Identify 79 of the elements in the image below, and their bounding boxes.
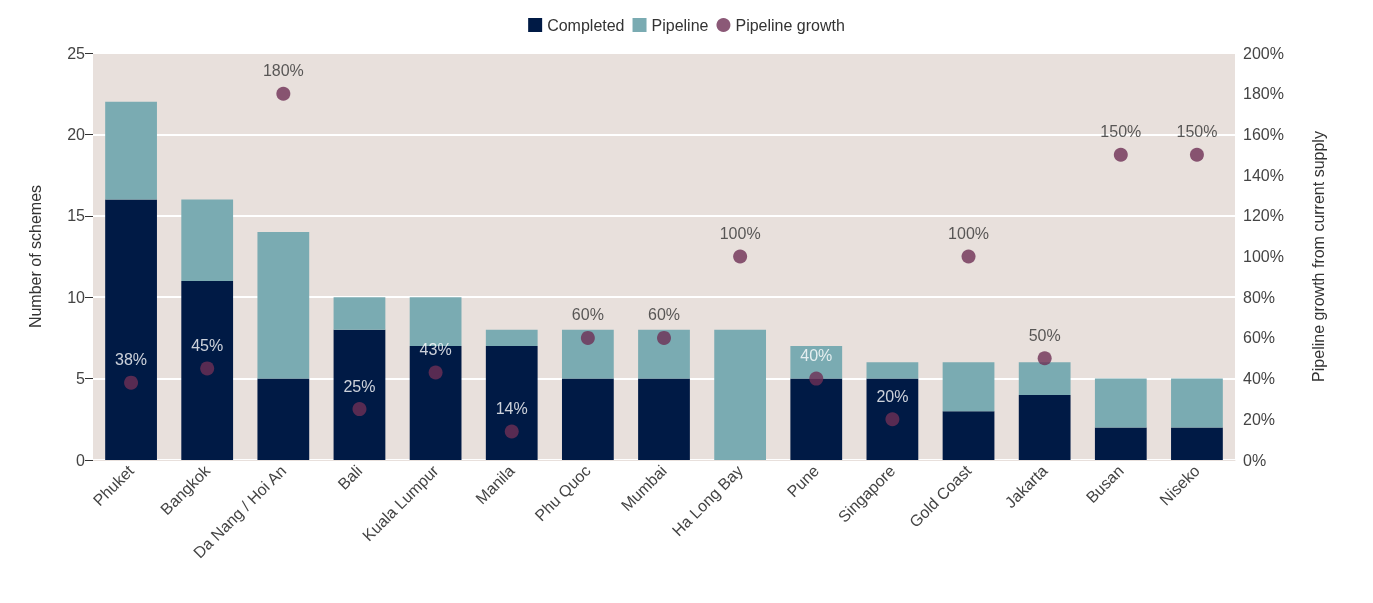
- point: [885, 412, 900, 427]
- point: [657, 330, 671, 345]
- bar: [561, 378, 614, 460]
- data-label: 50%: [1028, 326, 1061, 344]
- y-tick-label: 25: [67, 44, 86, 62]
- y-tick-label: 20: [67, 125, 86, 143]
- point: [124, 375, 139, 390]
- bar: [638, 329, 690, 379]
- bar: [942, 362, 995, 412]
- bar: [485, 329, 538, 347]
- y2-tick-label: 20%: [1243, 410, 1276, 428]
- bar: [181, 199, 234, 281]
- data-label: 150%: [1100, 123, 1142, 141]
- bar: [714, 329, 767, 460]
- bar: [333, 297, 386, 330]
- bar: [1171, 378, 1223, 428]
- bar: [1018, 362, 1071, 395]
- legend-label: Pipeline: [651, 16, 709, 34]
- point: [1189, 147, 1204, 162]
- data-label: 38%: [115, 351, 148, 369]
- y2-tick-label: 100%: [1243, 248, 1284, 265]
- bar: [866, 362, 919, 379]
- bar: [1094, 378, 1147, 428]
- y2-tick-label: 80%: [1243, 288, 1276, 306]
- data-label: 40%: [800, 347, 833, 365]
- bar: [1018, 394, 1071, 460]
- bar: [790, 378, 843, 460]
- data-label: 20%: [876, 387, 909, 405]
- data-label: 45%: [191, 336, 224, 354]
- data-label: 43%: [419, 340, 452, 358]
- point: [276, 86, 291, 101]
- x-tick-label: Bali: [334, 461, 366, 493]
- bar: [1094, 427, 1147, 460]
- data-label: 180%: [262, 62, 304, 80]
- point: [1113, 147, 1128, 162]
- data-label: 25%: [343, 377, 376, 395]
- point: [428, 365, 443, 380]
- y-tick-label: 15: [67, 207, 86, 225]
- y2-tick-label: 40%: [1243, 370, 1276, 388]
- legend-label: Pipeline growth: [735, 16, 845, 34]
- bar: [105, 101, 157, 200]
- data-label: 100%: [948, 225, 989, 242]
- bar: [866, 378, 919, 460]
- point: [733, 249, 748, 264]
- y-tick-label: 10: [67, 288, 86, 306]
- y2-tick-label: 120%: [1243, 207, 1284, 225]
- bar: [333, 329, 386, 460]
- bar: [561, 329, 614, 379]
- point: [1037, 351, 1052, 366]
- bar: [638, 378, 690, 460]
- data-label: 150%: [1176, 123, 1218, 141]
- data-label: 60%: [647, 306, 681, 324]
- point: [200, 361, 215, 376]
- point: [580, 330, 595, 345]
- y-tick-label: 0: [76, 451, 86, 469]
- point: [961, 249, 976, 264]
- y2-axis-title: Pipeline growth from current supply: [1309, 131, 1327, 382]
- data-label: 100%: [719, 225, 761, 242]
- y2-tick-label: 60%: [1243, 329, 1276, 347]
- y-tick-label: 5: [76, 370, 86, 388]
- legend-label: Completed: [547, 16, 625, 34]
- y2-tick-label: 0%: [1243, 451, 1267, 469]
- y2-tick-label: 160%: [1243, 125, 1284, 143]
- y2-tick-label: 200%: [1243, 44, 1284, 62]
- y-axis-title: Number of schemes: [26, 184, 44, 329]
- bar: [257, 232, 310, 379]
- bar: [485, 346, 538, 460]
- y2-tick-label: 140%: [1243, 166, 1284, 184]
- point: [809, 371, 824, 386]
- bar: [105, 199, 157, 460]
- data-label: 14%: [495, 400, 528, 418]
- bar: [942, 411, 995, 460]
- bar: [257, 378, 310, 460]
- point: [504, 424, 519, 439]
- point: [352, 402, 367, 417]
- y2-tick-label: 180%: [1243, 85, 1284, 103]
- bar: [1171, 427, 1223, 460]
- data-label: 60%: [571, 306, 604, 324]
- bar: [181, 280, 234, 460]
